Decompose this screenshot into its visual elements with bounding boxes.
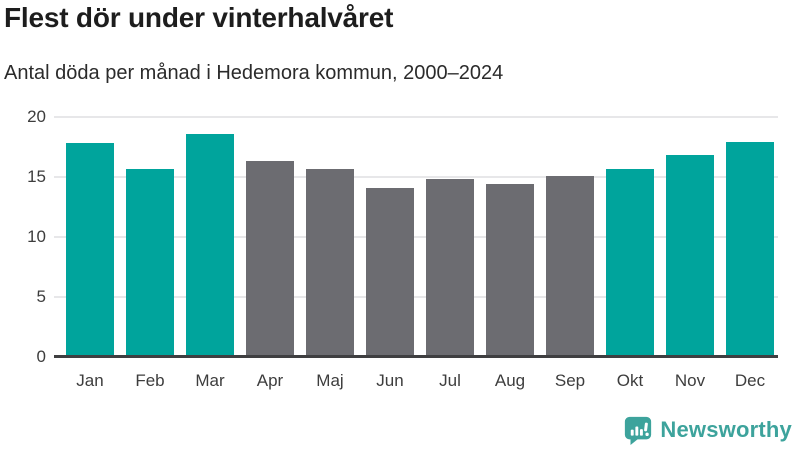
bar-sep [546, 175, 594, 357]
x-tick-label-dec: Dec [734, 371, 766, 390]
bar-okt [606, 168, 654, 357]
newsworthy-logo: Newsworthy [623, 415, 792, 445]
bar-aug [486, 184, 534, 357]
bar-feb [126, 168, 174, 357]
x-tick-label-feb: Feb [135, 371, 165, 390]
x-tick-label-aug: Aug [494, 371, 526, 390]
x-tick-label-sep: Sep [554, 371, 586, 390]
y-axis-labels: 0 5 10 15 20 [0, 107, 46, 366]
x-axis-line [54, 355, 778, 358]
x-tick-label-mar: Mar [195, 371, 225, 390]
x-tick-label-okt: Okt [616, 371, 644, 390]
y-tick-label-5: 5 [36, 287, 46, 306]
newsworthy-icon [625, 416, 652, 445]
gridline-20 [54, 116, 778, 118]
x-axis-labels: Jan Feb Mar Apr Maj Jun Jul Aug Sep Okt Nov Dec [54, 370, 778, 394]
bar-maj [306, 168, 354, 357]
bar-jan [66, 143, 114, 357]
chart-subtitle: Antal döda per månad i Hedemora kommun, … [4, 62, 504, 84]
gridline-5 [54, 296, 778, 298]
bar-jun [366, 187, 414, 357]
x-tick-label-jun: Jun [376, 371, 404, 390]
bar-jul [426, 179, 474, 357]
gridline-10 [54, 236, 778, 238]
y-tick-label-20: 20 [27, 107, 46, 126]
newsworthy-wordmark: Newsworthy [660, 417, 792, 442]
y-tick-label-0: 0 [36, 347, 46, 366]
x-tick-label-maj: Maj [316, 371, 344, 390]
x-tick-label-jul: Jul [439, 371, 461, 390]
bar-dec [726, 142, 774, 357]
y-tick-label-15: 15 [27, 167, 46, 186]
y-tick-label-10: 10 [27, 227, 46, 246]
x-tick-label-jan: Jan [76, 371, 104, 390]
x-tick-label-nov: Nov [674, 371, 706, 390]
plot-area [54, 116, 778, 358]
bar-apr [246, 161, 294, 357]
x-tick-label-apr: Apr [256, 371, 284, 390]
bar-mar [186, 133, 234, 357]
gridline-15 [54, 176, 778, 178]
chart-title: Flest dör under vinterhalvåret [4, 2, 394, 33]
bar-nov [666, 155, 714, 357]
